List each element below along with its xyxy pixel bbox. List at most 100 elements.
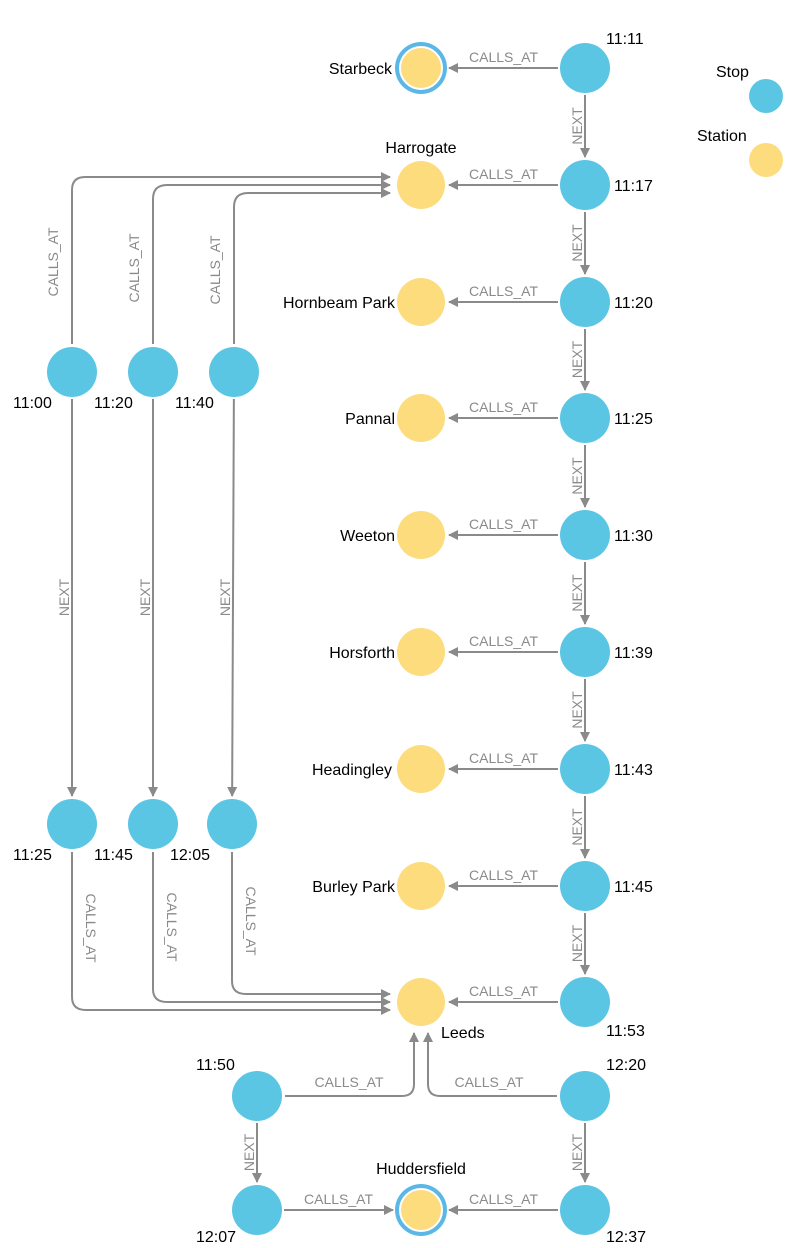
edge-line (423, 1032, 557, 1097)
edge-calls_at-l4-leeds: CALLS_AT (71, 852, 391, 1015)
legend-stop-swatch (749, 79, 783, 113)
edge-calls_at-r6-horsforth: CALLS_AT (448, 633, 558, 657)
stop-circle (560, 977, 610, 1027)
stop-node-b3[interactable]: 12:20 (560, 1057, 646, 1121)
stop-node-r9[interactable]: 11:53 (560, 977, 645, 1040)
station-name: Huddersfield (376, 1161, 466, 1178)
stop-circle (560, 277, 610, 327)
edge-label: NEXT (217, 578, 233, 616)
edge-line (231, 852, 391, 999)
legend-station-swatch (749, 143, 783, 177)
stop-circle (560, 627, 610, 677)
stop-time: 11:00 (13, 395, 52, 412)
station-circle (397, 628, 445, 676)
stop-time: 11:45 (94, 847, 133, 864)
node-layer: Starbeck Harrogate Hornbeam Park Pannal Weet… (13, 31, 653, 1246)
edge-label: NEXT (569, 808, 585, 846)
stop-circle (560, 744, 610, 794)
edge-calls_at-l3-harrogate: CALLS_AT (207, 188, 391, 344)
station-node-weeton[interactable]: Weeton (340, 511, 445, 559)
stop-node-b1[interactable]: 11:50 (196, 1057, 282, 1121)
edge-label: CALLS_AT (469, 516, 538, 532)
edge-label: CALLS_AT (304, 1191, 373, 1207)
station-circle (399, 1188, 443, 1232)
edge-label: NEXT (569, 924, 585, 962)
stop-node-l6[interactable]: 12:05 (170, 799, 257, 864)
stop-time: 12:37 (606, 1229, 646, 1246)
stop-node-r5[interactable]: 11:30 (560, 510, 653, 560)
edge-line (71, 852, 391, 1015)
stop-time: 11:39 (614, 645, 653, 662)
stop-node-l2[interactable]: 11:20 (94, 347, 178, 412)
stop-time: 11:30 (614, 528, 653, 545)
edge-calls_at-l1-harrogate: CALLS_AT (45, 172, 391, 344)
stop-circle (560, 861, 610, 911)
stop-circle (560, 1071, 610, 1121)
edge-calls_at-l5-leeds: CALLS_AT (152, 852, 391, 1007)
station-circle (397, 161, 445, 209)
stop-circle (128, 347, 178, 397)
station-name: Leeds (441, 1025, 485, 1042)
edge-calls_at-r5-weeton: CALLS_AT (448, 516, 558, 540)
station-node-pannal[interactable]: Pannal (345, 394, 445, 442)
stop-time: 11:20 (94, 395, 133, 412)
station-node-headingley[interactable]: Headingley (312, 745, 445, 793)
stop-node-l5[interactable]: 11:45 (94, 799, 178, 864)
stop-time: 11:25 (614, 411, 653, 428)
edge-calls_at-l6-leeds: CALLS_AT (231, 852, 391, 999)
edge-next-l2-l5: NEXT (137, 399, 158, 797)
stop-circle (560, 1185, 610, 1235)
station-node-harrogate[interactable]: Harrogate (385, 140, 457, 209)
edge-next-r6-r7: NEXT (569, 679, 590, 742)
edge-next-r7-r8: NEXT (569, 796, 590, 859)
stop-node-r7[interactable]: 11:43 (560, 744, 653, 794)
stop-time: 11:40 (175, 395, 214, 412)
stop-node-l3[interactable]: 11:40 (175, 347, 259, 412)
edge-label: NEXT (569, 691, 585, 729)
stop-node-r1[interactable]: 11:11 (560, 31, 644, 93)
edge-line (152, 852, 391, 1007)
stop-node-b4[interactable]: 12:37 (560, 1185, 646, 1246)
stop-circle (47, 347, 97, 397)
edge-next-b1-b2: NEXT (241, 1123, 262, 1183)
stop-node-l1[interactable]: 11:00 (13, 347, 97, 412)
stop-time: 11:20 (614, 295, 653, 312)
station-node-horsforth[interactable]: Horsforth (329, 628, 445, 676)
stop-node-r3[interactable]: 11:20 (560, 277, 653, 327)
stop-node-l4[interactable]: 11:25 (13, 799, 97, 864)
stop-time: 11:45 (614, 879, 653, 896)
stop-node-r4[interactable]: 11:25 (560, 393, 653, 443)
edge-label: CALLS_AT (469, 283, 538, 299)
stop-circle (560, 43, 610, 93)
stop-node-r6[interactable]: 11:39 (560, 627, 653, 677)
station-circle (397, 511, 445, 559)
stop-circle (207, 799, 257, 849)
station-node-leeds[interactable]: Leeds (397, 978, 485, 1042)
edge-label: NEXT (569, 1133, 585, 1171)
edge-label: CALLS_AT (469, 633, 538, 649)
edge-label: NEXT (56, 578, 72, 616)
edge-next-l3-l6: NEXT (217, 398, 238, 797)
station-node-burley[interactable]: Burley Park (312, 862, 445, 910)
edge-label: CALLS_AT (469, 983, 538, 999)
stop-node-r2[interactable]: 11:17 (560, 160, 653, 210)
stop-circle (560, 510, 610, 560)
stop-node-b2[interactable]: 12:07 (196, 1185, 282, 1246)
edge-calls_at-r8-burley: CALLS_AT (448, 867, 558, 891)
stop-time: 11:25 (13, 847, 52, 864)
edge-next-r8-r9: NEXT (569, 913, 590, 975)
stop-time: 11:11 (606, 31, 644, 48)
station-node-hornbeam[interactable]: Hornbeam Park (283, 278, 445, 326)
station-name: Hornbeam Park (283, 295, 396, 312)
stop-circle (560, 393, 610, 443)
station-circle (397, 978, 445, 1026)
stop-time: 12:20 (606, 1057, 646, 1074)
edge-label: CALLS_AT (469, 49, 538, 65)
stop-node-r8[interactable]: 11:45 (560, 861, 653, 911)
stop-circle (232, 1185, 282, 1235)
station-node-starbeck[interactable]: Starbeck (329, 42, 447, 94)
station-name: Starbeck (329, 61, 393, 78)
station-node-huddersfield[interactable]: Huddersfield (376, 1161, 466, 1236)
edge-line (285, 1032, 419, 1097)
